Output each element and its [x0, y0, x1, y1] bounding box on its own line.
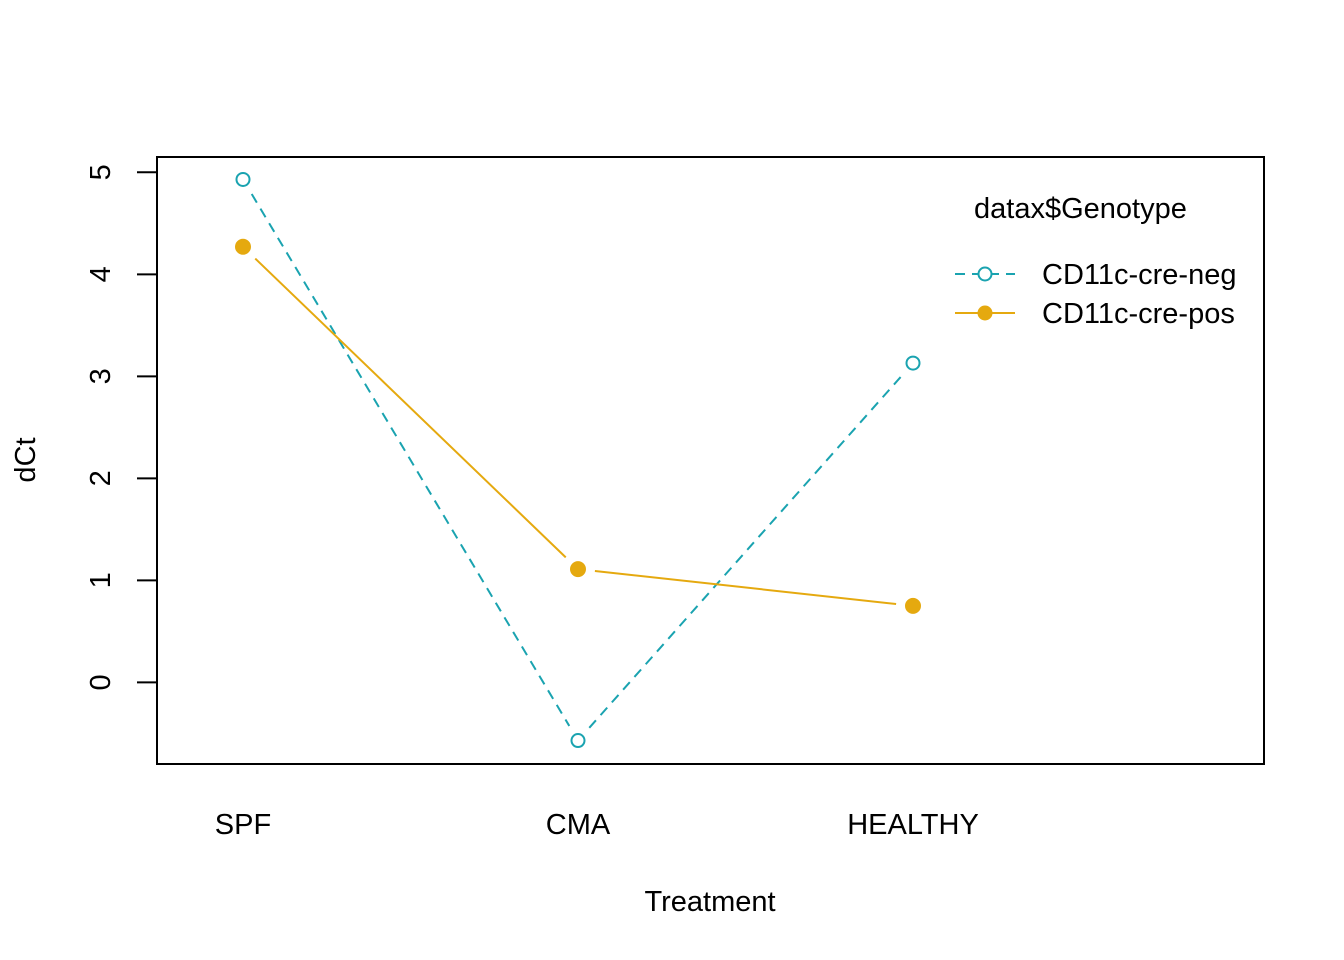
x-tick-label: SPF — [215, 809, 271, 841]
legend-marker — [977, 305, 993, 321]
y-axis: 0 1 2 3 4 5 — [85, 164, 157, 690]
y-tick-label: 4 — [85, 266, 117, 282]
legend-label: CD11c-cre-neg — [1042, 259, 1236, 291]
legend-entry: CD11c-cre-pos — [955, 298, 1235, 330]
plot-frame — [156, 156, 1265, 765]
y-tick-label: 3 — [85, 368, 117, 384]
data-point — [905, 355, 921, 371]
data-point — [570, 733, 586, 749]
legend-title: datax$Genotype — [974, 193, 1187, 225]
series-CD11c-cre-pos — [235, 238, 921, 614]
y-tick-label: 2 — [85, 470, 117, 486]
series-line-segment — [250, 193, 571, 727]
y-tick-label: 1 — [85, 572, 117, 588]
legend-label: CD11c-cre-pos — [1042, 298, 1235, 330]
series-CD11c-cre-neg — [235, 171, 921, 749]
x-axis-title: Treatment — [644, 886, 775, 918]
x-axis-labels: SPF CMA HEALTHY — [215, 809, 979, 841]
y-tick-label: 0 — [85, 674, 117, 690]
y-tick-label: 5 — [85, 164, 117, 180]
series-line-segment — [588, 375, 903, 729]
data-point — [570, 561, 586, 578]
series-line-segment — [254, 257, 567, 559]
x-tick-label: CMA — [546, 809, 611, 841]
legend-entry: CD11c-cre-neg — [955, 259, 1236, 291]
y-axis-title: dCt — [10, 437, 42, 482]
legend: datax$Genotype CD11c-cre-neg CD11c-cre-po… — [955, 193, 1236, 330]
x-tick-label: HEALTHY — [847, 809, 979, 841]
data-point — [905, 597, 921, 614]
series-layer — [235, 171, 921, 749]
data-point — [235, 238, 251, 255]
series-line-segment — [594, 570, 897, 606]
data-point — [235, 171, 251, 187]
legend-marker — [977, 266, 993, 282]
